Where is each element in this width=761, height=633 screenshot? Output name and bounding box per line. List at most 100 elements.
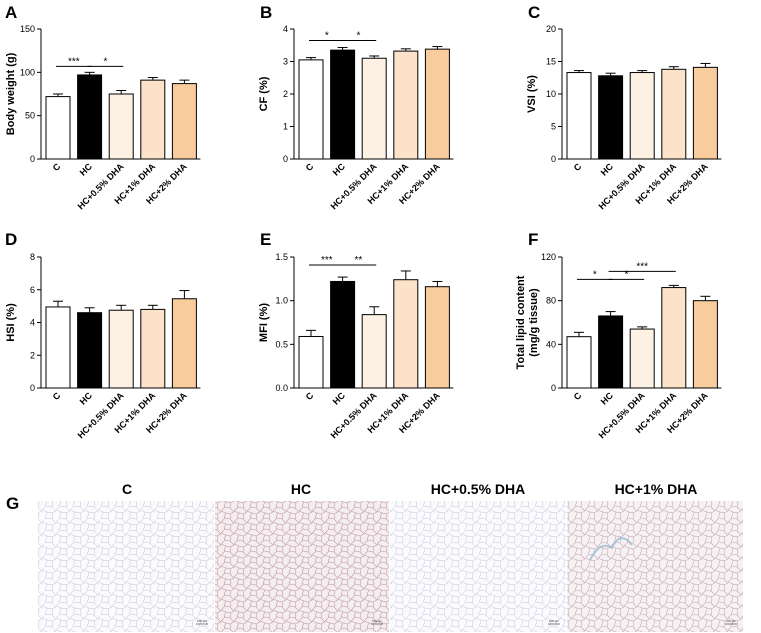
- bar-hc-0-5-dha: [629, 328, 655, 389]
- y-tick-label: 1.5: [275, 252, 288, 262]
- x-tick-label-c: C: [51, 161, 63, 173]
- significance-label: *: [103, 56, 107, 67]
- micrograph-label-hc-1-dha: HC+1% DHA: [615, 481, 698, 497]
- panel-letter-c: C: [528, 3, 540, 22]
- bar-hc: [77, 312, 103, 389]
- panel-letter-g: G: [6, 494, 19, 513]
- bar-c: [566, 72, 592, 160]
- scale-bar-text-hc-1-dha: 100 μm: [726, 619, 737, 623]
- bar-c: [45, 306, 71, 389]
- x-tick-label-hc: HC: [599, 390, 616, 407]
- micrograph-hc-1-dha: 100 μm: [567, 501, 743, 632]
- panel-letter-e: E: [260, 230, 271, 249]
- y-axis-label: Total lipid content: [515, 275, 527, 369]
- x-tick-label-c: C: [572, 161, 584, 173]
- y-tick-label: 3: [283, 57, 288, 67]
- y-tick-label: 150: [20, 24, 35, 34]
- y-tick-label: 0: [551, 383, 556, 393]
- y-axis-label: Body weight (g): [5, 52, 17, 135]
- y-tick-label: 1: [283, 122, 288, 132]
- bar-hc-2-dha: [424, 286, 450, 389]
- y-tick-label: 0.0: [275, 383, 288, 393]
- bar-hc: [77, 74, 103, 160]
- significance-label: *: [356, 31, 360, 42]
- chart-panel-f: F 0 40 80 120 Total lipid content (mg/g tissue…: [515, 230, 722, 440]
- y-axis-label: MFI (%): [258, 303, 270, 342]
- y-tick-label: 6: [30, 285, 35, 295]
- micrograph-label-hc: HC: [291, 481, 311, 497]
- x-tick-label-c: C: [304, 390, 316, 402]
- y-axis-label: VSI (%): [526, 75, 538, 113]
- bar-hc-1-dha: [393, 50, 419, 160]
- bar-hc: [330, 49, 356, 160]
- bar-hc: [598, 315, 624, 389]
- bar-hc-0-5-dha: [629, 72, 655, 160]
- panel-letter-f: F: [528, 230, 538, 249]
- y-tick-label: 0: [30, 154, 35, 164]
- scale-bar-text-c: 100 μm: [197, 619, 208, 623]
- x-tick-label-hc: HC: [599, 161, 616, 178]
- bar-hc-1-dha: [140, 79, 166, 160]
- scale-bar-text-hc: 100 μm: [372, 619, 383, 623]
- panel-letter-b: B: [260, 3, 272, 22]
- significance-label: *: [325, 31, 329, 42]
- micrograph-label-hc-0-5-dha: HC+0.5% DHA: [431, 481, 526, 497]
- micrograph-hc-0-5-dha: 100 μm: [390, 501, 566, 632]
- bar-c: [566, 336, 592, 389]
- y-tick-label: 4: [30, 318, 35, 328]
- y-tick-label: 120: [541, 252, 556, 262]
- y-tick-label: 50: [25, 111, 35, 121]
- bar-hc-1-dha: [661, 68, 687, 160]
- scale-bar-text-hc-0-5-dha: 100 μm: [549, 619, 560, 623]
- panel-letter-d: D: [5, 230, 17, 249]
- bar-hc: [330, 280, 356, 389]
- y-axis-label: CF (%): [258, 76, 270, 111]
- significance-label: ***: [321, 255, 333, 266]
- significance-label: *: [624, 269, 628, 280]
- significance-label: **: [355, 255, 363, 266]
- y-tick-label: 0: [551, 154, 556, 164]
- x-tick-label-c: C: [304, 161, 316, 173]
- y-tick-label: 2: [30, 350, 35, 360]
- x-tick-label-hc: HC: [78, 161, 95, 178]
- bar-hc: [598, 75, 624, 160]
- x-tick-label-hc: HC: [331, 161, 348, 178]
- y-tick-label: 2: [283, 89, 288, 99]
- micrograph-label-c: C: [122, 481, 132, 497]
- bar-c: [298, 59, 324, 160]
- y-tick-label: 0: [30, 383, 35, 393]
- micrograph-hc: 100 μm: [215, 501, 389, 632]
- bar-hc-2-dha: [171, 298, 197, 389]
- y-tick-label: 20: [546, 24, 556, 34]
- y-tick-label: 5: [551, 122, 556, 132]
- bar-hc-1-dha: [140, 308, 166, 389]
- bar-hc-1-dha: [661, 287, 687, 389]
- micrograph-c: 100 μm: [38, 501, 214, 632]
- x-tick-label-hc: HC: [331, 390, 348, 407]
- y-tick-label: 10: [546, 89, 556, 99]
- y-tick-label: 1.0: [275, 296, 288, 306]
- significance-label: ***: [68, 56, 80, 67]
- y-tick-label: 80: [546, 296, 556, 306]
- significance-label: ***: [636, 261, 648, 272]
- significance-label: *: [593, 269, 597, 280]
- y-tick-label: 40: [546, 339, 556, 349]
- bar-hc-2-dha: [692, 66, 718, 160]
- bar-hc-0-5-dha: [361, 57, 387, 160]
- bar-hc-2-dha: [692, 300, 718, 389]
- bar-hc-1-dha: [393, 279, 419, 389]
- y-tick-label: 8: [30, 252, 35, 262]
- bar-hc-0-5-dha: [108, 309, 134, 389]
- panel-letter-a: A: [5, 3, 17, 22]
- bar-c: [45, 96, 71, 160]
- bar-hc-2-dha: [171, 83, 197, 160]
- bar-hc-2-dha: [424, 48, 450, 160]
- y-tick-label: 4: [283, 24, 288, 34]
- y-tick-label: 0.5: [275, 339, 288, 349]
